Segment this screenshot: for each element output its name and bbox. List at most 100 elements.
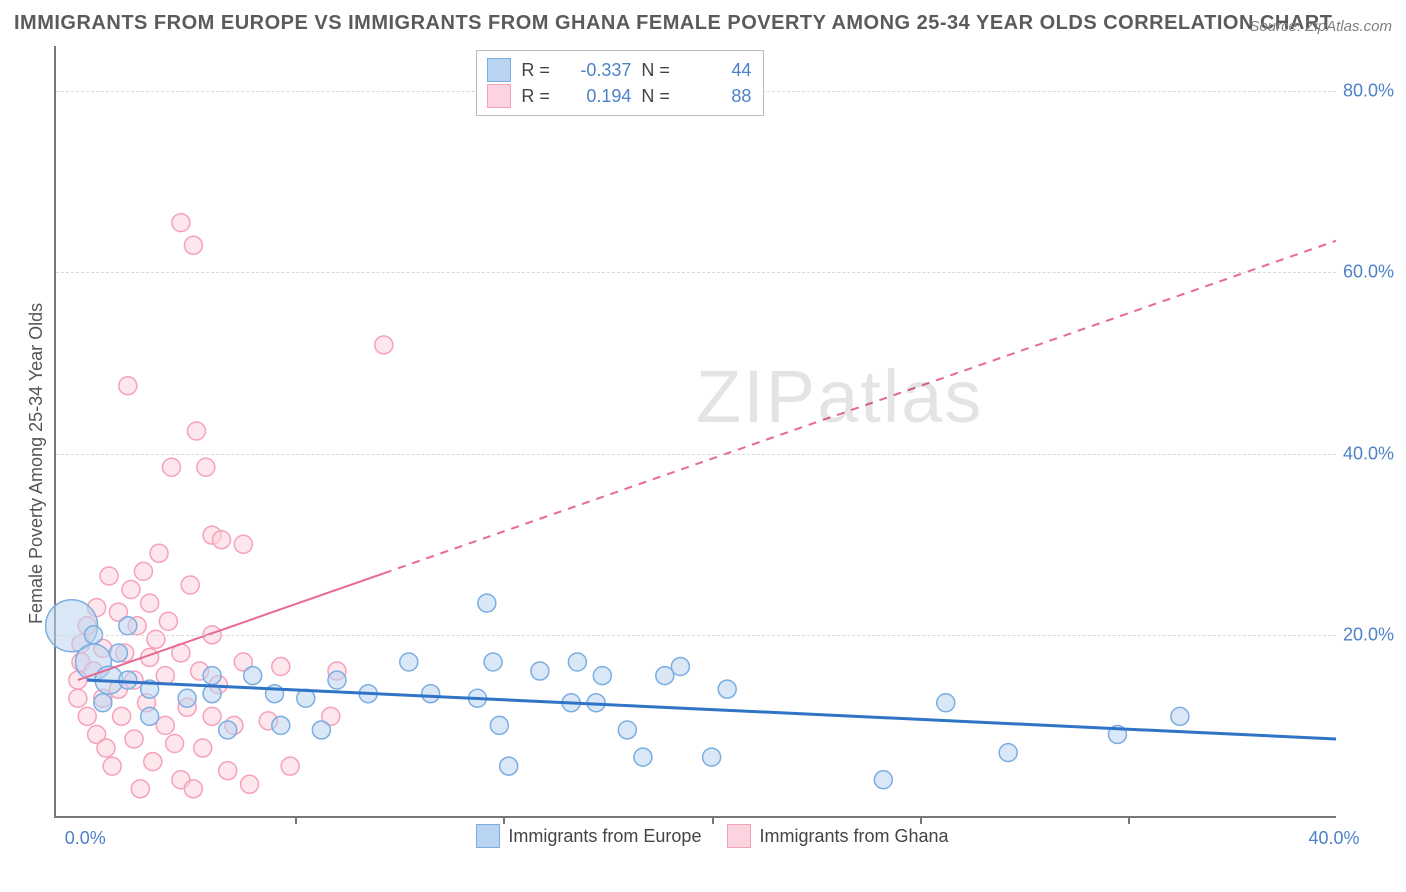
data-point bbox=[122, 581, 140, 599]
data-point bbox=[500, 757, 518, 775]
stat-label: N = bbox=[641, 57, 673, 83]
data-point bbox=[197, 458, 215, 476]
data-point bbox=[156, 667, 174, 685]
data-point bbox=[125, 730, 143, 748]
data-point bbox=[937, 694, 955, 712]
gridline bbox=[56, 272, 1336, 273]
data-point bbox=[178, 689, 196, 707]
stat-label: R = bbox=[521, 83, 553, 109]
chart-source: Source: ZipAtlas.com bbox=[1249, 18, 1392, 35]
x-tick-label: 0.0% bbox=[65, 828, 106, 849]
data-point bbox=[241, 775, 259, 793]
data-point bbox=[234, 535, 252, 553]
data-point bbox=[244, 667, 262, 685]
data-point bbox=[490, 716, 508, 734]
y-tick-label: 80.0% bbox=[1343, 81, 1394, 102]
stat-value: 44 bbox=[683, 57, 751, 83]
stats-row: R = -0.337 N = 44 bbox=[487, 57, 751, 83]
x-tick bbox=[920, 816, 922, 824]
stats-row: R = 0.194 N = 88 bbox=[487, 83, 751, 109]
data-point bbox=[531, 662, 549, 680]
data-point bbox=[144, 753, 162, 771]
data-point bbox=[141, 707, 159, 725]
data-point bbox=[119, 671, 137, 689]
legend-swatch bbox=[727, 824, 751, 848]
stat-value: -0.337 bbox=[563, 57, 631, 83]
correlation-chart: IMMIGRANTS FROM EUROPE VS IMMIGRANTS FRO… bbox=[0, 0, 1406, 892]
data-point bbox=[212, 531, 230, 549]
data-point bbox=[634, 748, 652, 766]
stat-label: R = bbox=[521, 57, 553, 83]
data-point bbox=[150, 544, 168, 562]
y-axis-label: Female Poverty Among 25-34 Year Olds bbox=[26, 302, 47, 623]
data-point bbox=[113, 707, 131, 725]
data-point bbox=[703, 748, 721, 766]
stat-value: 88 bbox=[683, 83, 751, 109]
y-tick-label: 60.0% bbox=[1343, 262, 1394, 283]
x-tick bbox=[712, 816, 714, 824]
data-point bbox=[219, 762, 237, 780]
legend-swatch bbox=[487, 58, 511, 82]
data-point bbox=[312, 721, 330, 739]
gridline bbox=[56, 454, 1336, 455]
x-tick-label: 40.0% bbox=[1308, 828, 1359, 849]
data-point bbox=[400, 653, 418, 671]
data-point bbox=[100, 567, 118, 585]
data-point bbox=[119, 617, 137, 635]
legend-label: Immigrants from Europe bbox=[508, 826, 701, 847]
x-tick bbox=[503, 816, 505, 824]
data-point bbox=[874, 771, 892, 789]
legend-swatch bbox=[476, 824, 500, 848]
data-point bbox=[422, 685, 440, 703]
x-tick bbox=[1128, 816, 1130, 824]
chart-title: IMMIGRANTS FROM EUROPE VS IMMIGRANTS FRO… bbox=[14, 12, 1332, 35]
data-point bbox=[328, 671, 346, 689]
data-point bbox=[97, 739, 115, 757]
data-point bbox=[478, 594, 496, 612]
data-point bbox=[78, 707, 96, 725]
data-point bbox=[203, 707, 221, 725]
legend: Immigrants from Europe Immigrants from Gh… bbox=[476, 824, 948, 848]
data-point bbox=[593, 667, 611, 685]
data-point bbox=[147, 630, 165, 648]
data-point bbox=[281, 757, 299, 775]
plot-area: ZIPatlas bbox=[54, 46, 1336, 818]
data-point bbox=[119, 377, 137, 395]
legend-label: Immigrants from Ghana bbox=[759, 826, 948, 847]
x-tick bbox=[295, 816, 297, 824]
data-point bbox=[375, 336, 393, 354]
data-point bbox=[203, 667, 221, 685]
data-point bbox=[484, 653, 502, 671]
data-point bbox=[103, 757, 121, 775]
data-point bbox=[184, 780, 202, 798]
data-point bbox=[109, 644, 127, 662]
data-point bbox=[131, 780, 149, 798]
data-point bbox=[194, 739, 212, 757]
data-point bbox=[163, 458, 181, 476]
data-point bbox=[671, 658, 689, 676]
gridline bbox=[56, 635, 1336, 636]
legend-item: Immigrants from Ghana bbox=[727, 824, 948, 848]
data-point bbox=[272, 716, 290, 734]
data-point bbox=[166, 735, 184, 753]
trend-line bbox=[384, 241, 1336, 574]
y-tick-label: 40.0% bbox=[1343, 443, 1394, 464]
stat-label: N = bbox=[641, 83, 673, 109]
data-point bbox=[272, 658, 290, 676]
data-point bbox=[618, 721, 636, 739]
data-point bbox=[568, 653, 586, 671]
data-point bbox=[94, 694, 112, 712]
data-point bbox=[159, 612, 177, 630]
data-point bbox=[187, 422, 205, 440]
data-point bbox=[134, 562, 152, 580]
data-point bbox=[1171, 707, 1189, 725]
plot-svg bbox=[56, 46, 1336, 816]
stat-value: 0.194 bbox=[563, 83, 631, 109]
data-point bbox=[999, 744, 1017, 762]
y-tick-label: 20.0% bbox=[1343, 624, 1394, 645]
stats-box: R = -0.337 N = 44 R = 0.194 N = 88 bbox=[476, 50, 764, 116]
data-point bbox=[69, 689, 87, 707]
data-point bbox=[184, 236, 202, 254]
legend-swatch bbox=[487, 84, 511, 108]
data-point bbox=[172, 214, 190, 232]
